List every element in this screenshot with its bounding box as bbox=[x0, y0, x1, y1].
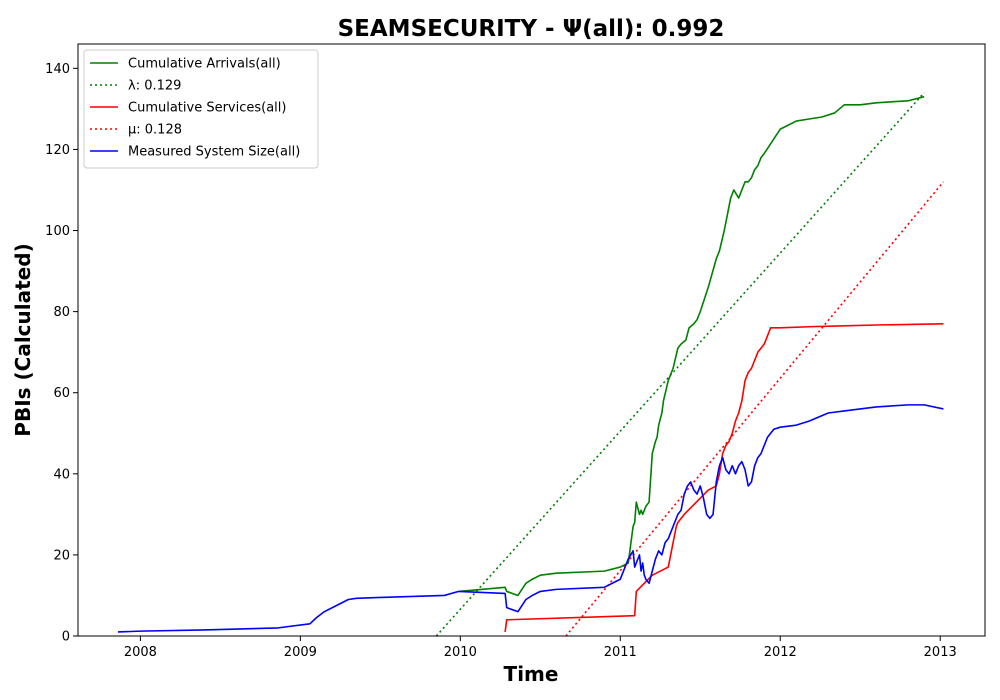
series-line-4 bbox=[117, 404, 944, 633]
legend: Cumulative Arrivals(all) λ: 0.129 Cumulati… bbox=[83, 49, 319, 169]
y-tick-label: 140 bbox=[45, 62, 70, 77]
legend-label: λ: 0.129 bbox=[128, 79, 181, 94]
y-axis-title: PBIs (Calculated) bbox=[11, 243, 35, 436]
legend-label: Cumulative Arrivals(all) bbox=[128, 57, 281, 72]
legend-label: μ: 0.128 bbox=[128, 123, 182, 138]
plot-frame bbox=[77, 43, 986, 637]
x-axis-title: Time bbox=[504, 662, 559, 686]
y-tick-label: 60 bbox=[53, 386, 70, 401]
plot-area bbox=[117, 92, 945, 636]
series-line-3 bbox=[565, 181, 945, 636]
x-tick-label: 2008 bbox=[124, 645, 157, 660]
x-tick-label: 2013 bbox=[924, 645, 957, 660]
y-tick-label: 0 bbox=[62, 630, 70, 645]
y-tick-label: 20 bbox=[53, 548, 70, 563]
y-axis: 0 20 40 60 80 100 120 140 bbox=[45, 62, 78, 645]
x-tick-label: 2011 bbox=[604, 645, 637, 660]
legend-label: Measured System Size(all) bbox=[128, 145, 300, 160]
x-axis: 2008 2009 2010 2011 2012 2013 bbox=[124, 636, 957, 660]
series-line-0 bbox=[458, 95, 925, 597]
series-line-1 bbox=[435, 92, 925, 636]
y-tick-label: 80 bbox=[53, 305, 70, 320]
chart-title: SEAMSECURITY - Ψ(all): 0.992 bbox=[338, 16, 725, 42]
y-tick-label: 120 bbox=[45, 143, 70, 158]
x-tick-label: 2012 bbox=[764, 645, 797, 660]
y-tick-label: 100 bbox=[45, 224, 70, 239]
x-tick-label: 2010 bbox=[444, 645, 477, 660]
legend-box bbox=[83, 49, 319, 169]
series-line-2 bbox=[504, 322, 944, 633]
y-tick-label: 40 bbox=[53, 467, 70, 482]
x-tick-label: 2009 bbox=[284, 645, 317, 660]
legend-label: Cumulative Services(all) bbox=[128, 101, 286, 116]
